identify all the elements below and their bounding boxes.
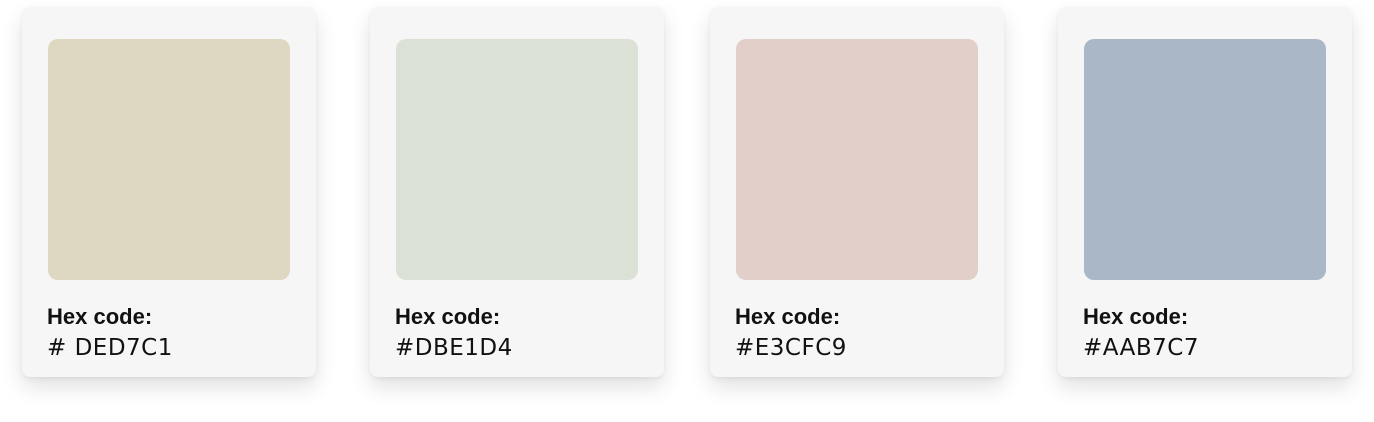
color-card: Hex code: #DBE1D4 [370,7,664,377]
hex-code-value: #AAB7C7 [1083,335,1199,361]
hex-code-label: Hex code: [47,304,153,329]
color-card: Hex code: #AAB7C7 [1058,7,1352,377]
color-card: Hex code: #E3CFC9 [710,7,1004,377]
color-swatch [48,39,290,280]
hex-code-value: # DED7C1 [47,335,173,361]
hex-code-label: Hex code: [395,304,501,329]
hex-code-label: Hex code: [735,304,841,329]
color-swatch [736,39,978,280]
color-swatch [396,39,638,280]
color-swatch [1084,39,1326,280]
hex-code-value: #DBE1D4 [395,335,513,361]
color-card: Hex code: # DED7C1 [22,7,316,377]
hex-code-label: Hex code: [1083,304,1189,329]
hex-code-value: #E3CFC9 [735,335,847,361]
